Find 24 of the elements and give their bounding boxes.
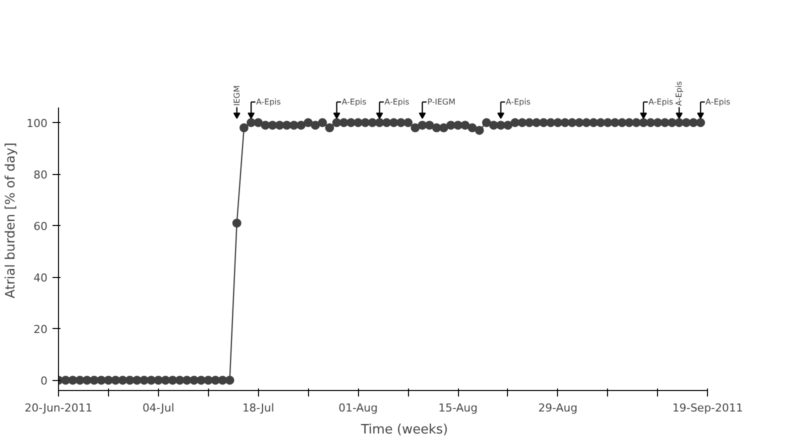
- annotation: IEGM: [232, 85, 242, 106]
- y-tick-label: 100: [26, 117, 48, 130]
- x-tick-label: 15-Aug: [438, 402, 478, 414]
- y-tick-label: 40: [34, 272, 48, 285]
- x-tick-label: 19-Sep-2011: [672, 402, 744, 414]
- y-tick-label: 0: [40, 374, 48, 388]
- annotation: A-Epis: [384, 98, 410, 107]
- annotation: A-Epis: [706, 98, 730, 107]
- y-tick-label: 60: [34, 220, 48, 234]
- x-tick-label: 29-Aug: [538, 402, 578, 414]
- x-tick-label: 20-Jun-2011: [24, 402, 92, 414]
- annotation: A-Epis: [342, 98, 366, 107]
- y-tick-label: 80: [34, 168, 48, 182]
- annotation: P-IEGM: [427, 98, 456, 107]
- x-tick-label: 18-Jul: [242, 402, 274, 414]
- y-axis-title: Atrial burden [% of day]: [4, 142, 19, 298]
- annotation: A-Epis: [674, 81, 684, 106]
- annotation: A-Epis: [648, 98, 674, 107]
- x-tick-label: 01-Aug: [338, 402, 378, 414]
- x-axis-title: Time (weeks): [360, 422, 448, 438]
- annotation: A-Epis: [256, 98, 281, 107]
- y-tick-label: 20: [34, 323, 48, 336]
- annotation: A-Epis: [506, 98, 531, 107]
- x-tick-label: 04-Jul: [142, 402, 174, 414]
